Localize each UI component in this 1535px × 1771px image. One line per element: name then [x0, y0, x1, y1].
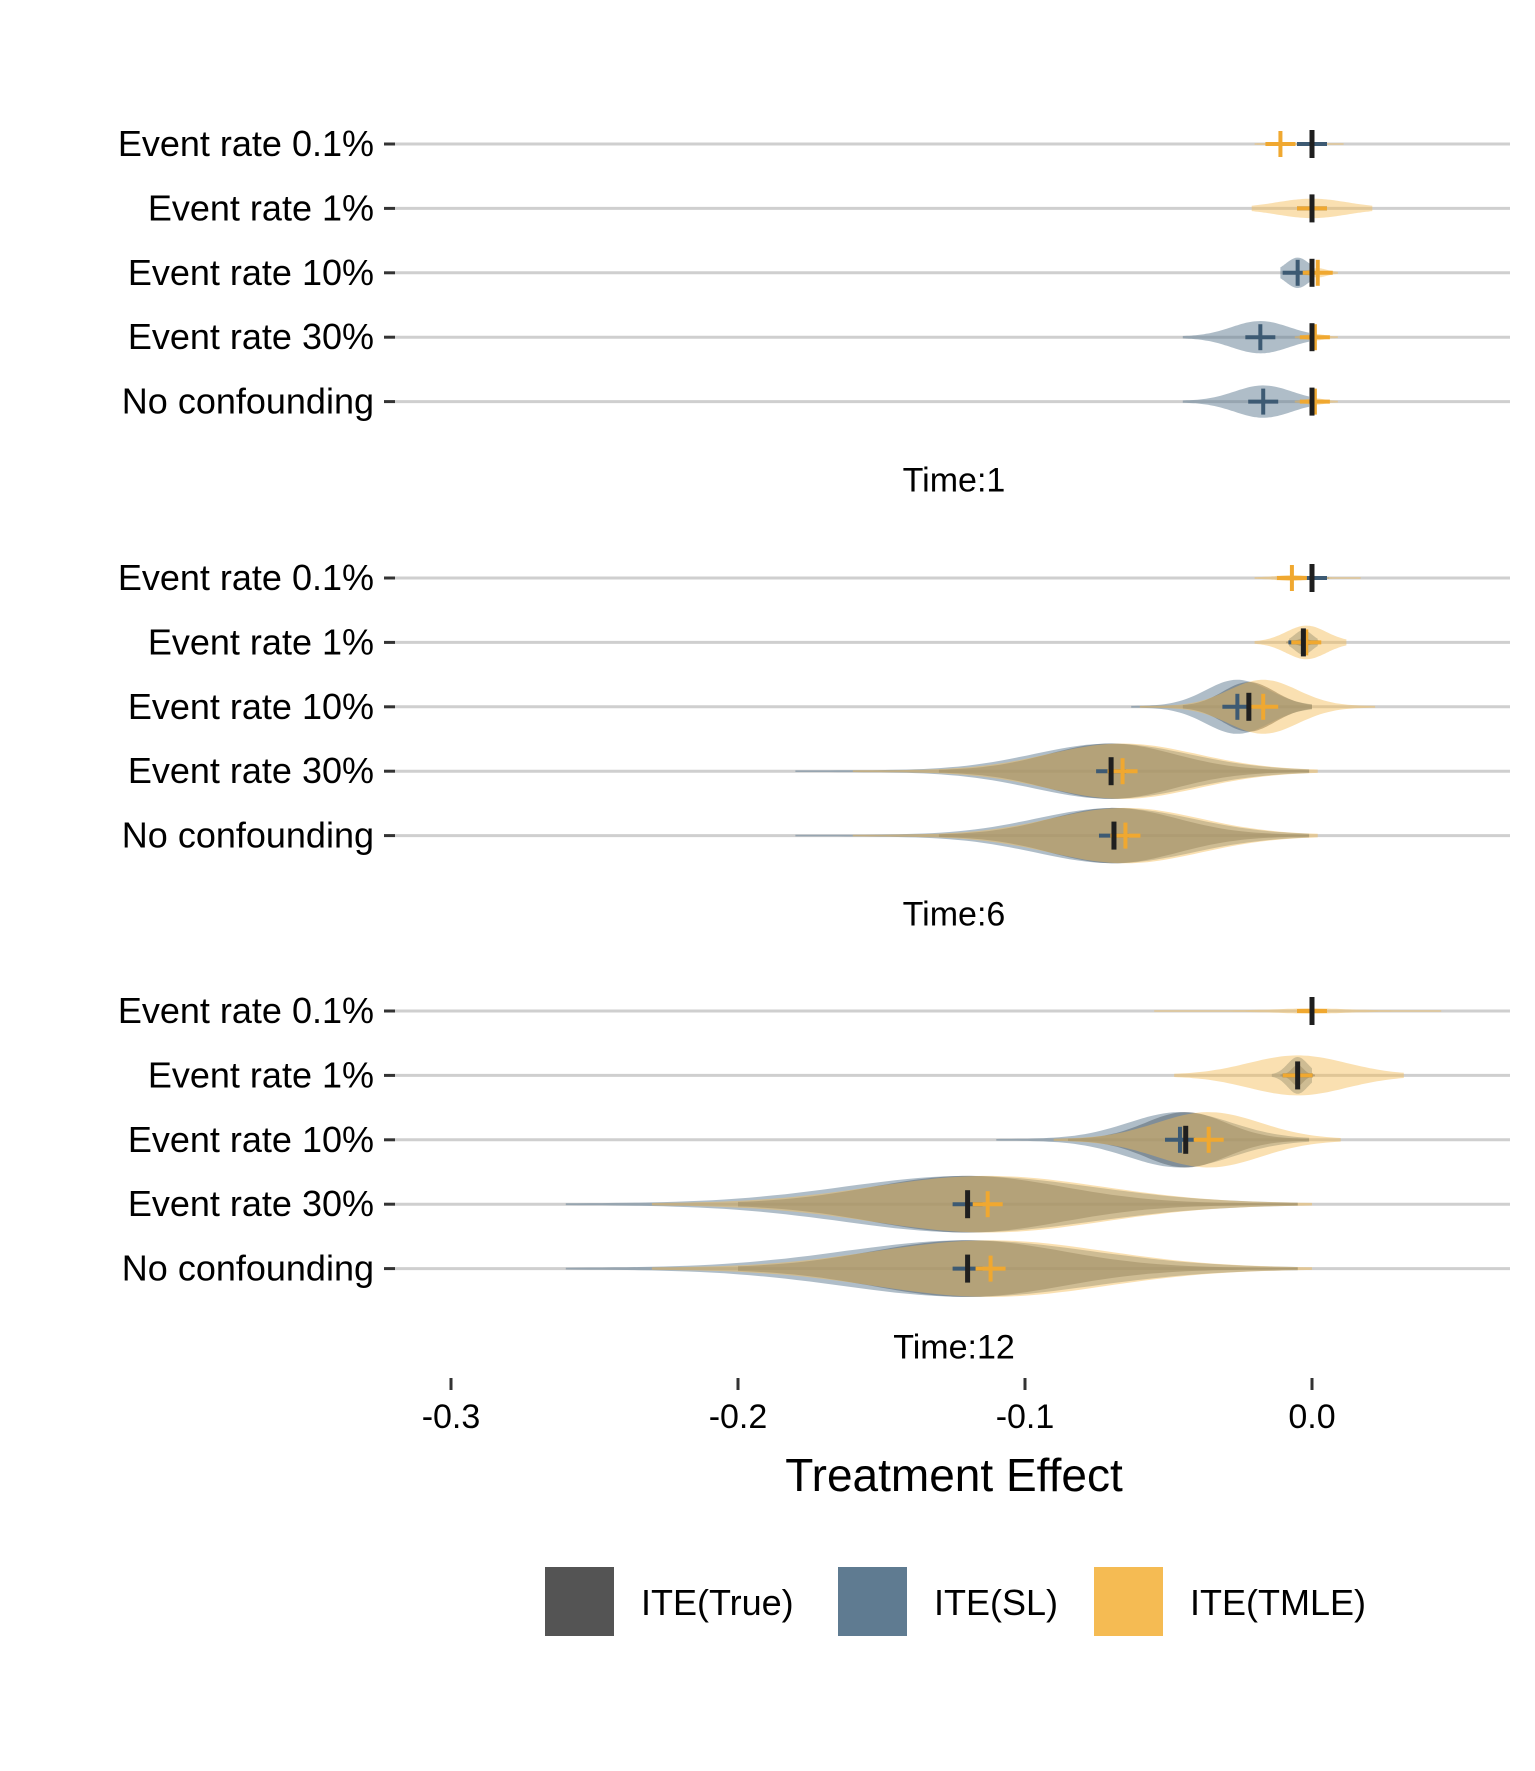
y-tick-label: Event rate 30%	[128, 1183, 374, 1224]
y-tick-label: No confounding	[122, 381, 374, 422]
row: No confounding	[122, 381, 1510, 422]
panel: Event rate 0.1% Event rate 1% Event rate 1…	[118, 123, 1510, 500]
row: Event rate 30%	[128, 316, 1510, 357]
x-tick-label: -0.2	[709, 1398, 768, 1436]
legend: ITE(True) ITE(SL) ITE(TMLE)	[545, 1567, 1366, 1636]
row: Event rate 10%	[128, 252, 1510, 293]
legend-label: ITE(SL)	[934, 1582, 1058, 1623]
y-tick-label: No confounding	[122, 1248, 374, 1289]
row: No confounding	[122, 807, 1510, 864]
panel: Event rate 0.1% Event rate 1% Event rate 1…	[118, 990, 1510, 1367]
violin-sl	[795, 743, 1310, 799]
legend-swatch	[545, 1567, 614, 1636]
row: Event rate 30%	[128, 743, 1510, 799]
y-tick-label: Event rate 1%	[148, 187, 374, 228]
legend-swatch	[838, 1567, 907, 1636]
chart-panels: Event rate 0.1% Event rate 1% Event rate 1…	[118, 123, 1510, 1367]
violin-sl	[795, 807, 1310, 864]
y-tick-label: Event rate 1%	[148, 1054, 374, 1095]
violin-tmle	[852, 807, 1318, 864]
violin-sl	[565, 1175, 1298, 1233]
violin-sl	[1182, 385, 1310, 418]
violin-sl	[565, 1240, 1298, 1297]
row: Event rate 0.1%	[118, 990, 1510, 1031]
legend-item: ITE(True)	[545, 1567, 794, 1636]
x-tick-label: -0.3	[422, 1398, 481, 1436]
x-tick-label: -0.1	[996, 1398, 1055, 1436]
y-tick-label: Event rate 10%	[128, 686, 374, 727]
y-tick-label: Event rate 0.1%	[118, 990, 374, 1031]
legend-item: ITE(SL)	[838, 1567, 1058, 1636]
legend-item: ITE(TMLE)	[1094, 1567, 1366, 1636]
row: Event rate 1%	[148, 187, 1510, 228]
y-tick-label: Event rate 10%	[128, 252, 374, 293]
y-tick-label: Event rate 0.1%	[118, 123, 374, 164]
legend-label: ITE(True)	[641, 1582, 794, 1623]
x-axis-title: Treatment Effect	[785, 1449, 1123, 1501]
legend-label: ITE(TMLE)	[1190, 1582, 1366, 1623]
row: Event rate 0.1%	[118, 557, 1510, 598]
row: No confounding	[122, 1240, 1510, 1297]
row: Event rate 10%	[128, 1112, 1510, 1168]
row: Event rate 10%	[128, 679, 1510, 734]
y-tick-label: Event rate 1%	[148, 621, 374, 662]
row: Event rate 1%	[148, 621, 1510, 662]
panel-label: Time:12	[893, 1329, 1015, 1367]
y-tick-label: No confounding	[122, 815, 374, 856]
panel: Event rate 0.1% Event rate 1% Event rate 1…	[118, 557, 1510, 934]
violin-tmle	[852, 743, 1318, 799]
y-tick-label: Event rate 30%	[128, 316, 374, 357]
legend-swatch	[1094, 1567, 1163, 1636]
y-tick-label: Event rate 0.1%	[118, 557, 374, 598]
row: Event rate 1%	[148, 1054, 1510, 1096]
panel-label: Time:1	[903, 462, 1006, 500]
violin-sl	[996, 1112, 1310, 1168]
row: Event rate 30%	[128, 1175, 1510, 1233]
violin-sl	[1131, 679, 1312, 734]
panel-label: Time:6	[903, 896, 1006, 934]
x-axis: -0.3 -0.2 -0.1 0.0	[422, 1378, 1336, 1436]
row: Event rate 0.1%	[118, 123, 1510, 164]
x-tick-label: 0.0	[1288, 1398, 1335, 1436]
y-tick-label: Event rate 10%	[128, 1119, 374, 1160]
y-tick-label: Event rate 30%	[128, 750, 374, 791]
